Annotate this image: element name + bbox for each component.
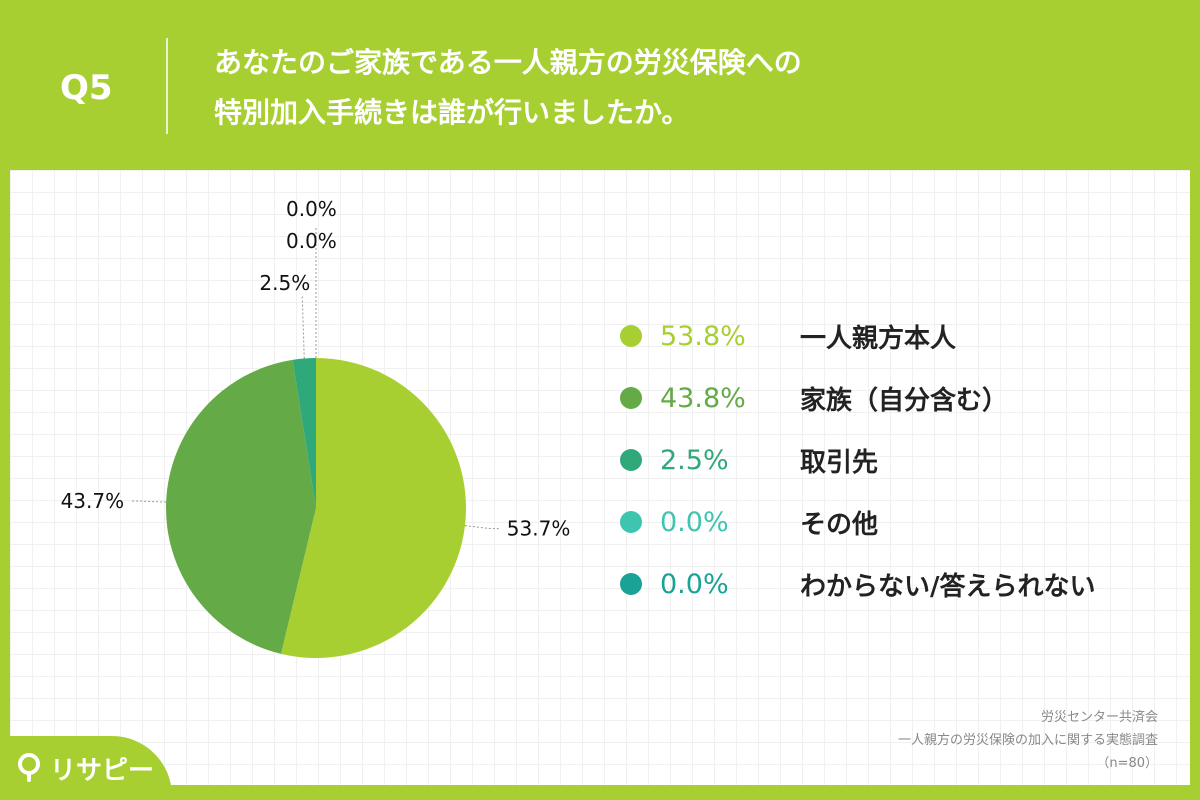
source-line-1: 労災センター共済会 bbox=[1040, 710, 1158, 725]
leader-line bbox=[301, 295, 305, 359]
logo: リサピー bbox=[16, 748, 154, 788]
legend-dot-icon bbox=[620, 511, 642, 533]
leader-line bbox=[464, 525, 501, 530]
slice-label: 0.0% bbox=[286, 229, 337, 253]
slice-label: 43.7% bbox=[61, 489, 125, 513]
question-line-2: 特別加入手続きは誰が行いましたか。 bbox=[214, 96, 690, 129]
pie-slice bbox=[281, 357, 467, 659]
legend-label: 家族（自分含む） bbox=[800, 385, 1009, 416]
legend-value: 2.5% bbox=[660, 444, 729, 476]
location-pin-icon bbox=[18, 753, 40, 782]
leader-line bbox=[130, 500, 167, 503]
legend-value: 0.0% bbox=[660, 568, 729, 600]
legend-item: 0.0% その他 bbox=[620, 491, 1180, 553]
slice-label: 2.5% bbox=[259, 271, 310, 295]
source-line-3: （n=80） bbox=[1096, 756, 1158, 771]
logo-text: リサピー bbox=[50, 755, 155, 786]
legend-dot-icon bbox=[620, 449, 642, 471]
legend: 53.8% 一人親方本人 43.8% 家族（自分含む） 2.5% 取引先 0.0… bbox=[620, 305, 1180, 615]
legend-item: 0.0% わからない/答えられない bbox=[620, 553, 1180, 615]
legend-item: 2.5% 取引先 bbox=[620, 429, 1180, 491]
slice-label: 53.7% bbox=[507, 517, 571, 541]
source-note: 労災センター共済会 一人親方の労災保険の加入に関する実態調査 （n=80） bbox=[818, 706, 1158, 775]
legend-label: 取引先 bbox=[800, 447, 879, 478]
legend-dot-icon bbox=[620, 387, 642, 409]
source-line-2: 一人親方の労災保険の加入に関する実態調査 bbox=[897, 733, 1158, 748]
legend-item: 53.8% 一人親方本人 bbox=[620, 305, 1180, 367]
question-number: Q5 bbox=[60, 68, 113, 108]
question-text: あなたのご家族である一人親方の労災保険への 特別加入手続きは誰が行いましたか。 bbox=[214, 38, 1174, 138]
header-divider bbox=[166, 38, 168, 134]
legend-value: 43.8% bbox=[660, 382, 746, 414]
legend-label: 一人親方本人 bbox=[800, 323, 957, 354]
legend-item: 43.8% 家族（自分含む） bbox=[620, 367, 1180, 429]
pie-slice bbox=[166, 359, 316, 654]
legend-dot-icon bbox=[620, 325, 642, 347]
question-line-1: あなたのご家族である一人親方の労災保険への bbox=[214, 46, 802, 79]
legend-dot-icon bbox=[620, 573, 642, 595]
legend-label: その他 bbox=[800, 509, 879, 540]
legend-value: 0.0% bbox=[660, 506, 729, 538]
logo-tab bbox=[0, 736, 172, 800]
legend-value: 53.8% bbox=[660, 320, 746, 352]
pie-slice bbox=[292, 358, 316, 508]
slice-label: 0.0% bbox=[286, 197, 337, 221]
legend-label: わからない/答えられない bbox=[800, 571, 1096, 602]
